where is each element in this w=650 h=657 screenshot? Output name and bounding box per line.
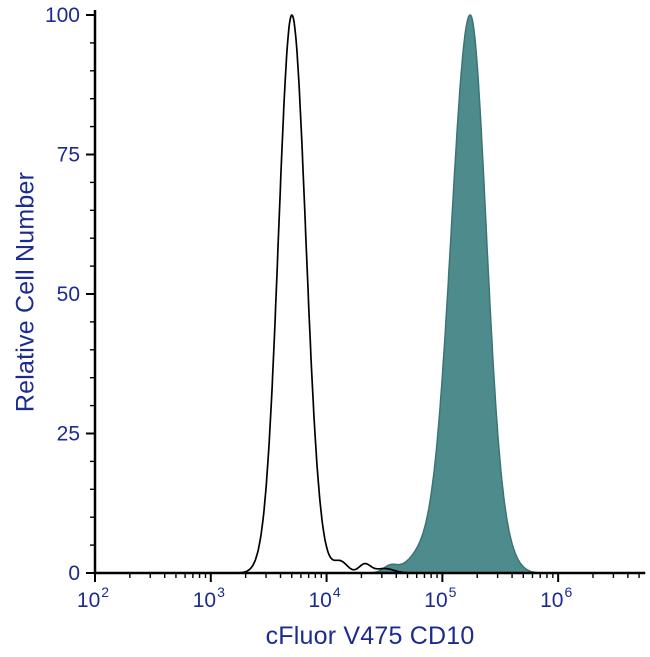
- x-tick-label: 104: [309, 584, 341, 612]
- x-tick-label: 106: [540, 584, 572, 612]
- x-tick-label: 102: [77, 584, 109, 612]
- axis-ticks: [86, 14, 640, 582]
- y-tick-label: 0: [68, 562, 80, 585]
- x-tick-label: 103: [193, 584, 225, 612]
- x-axis-label: cFluor V475 CD10: [265, 622, 475, 650]
- histogram-series: [94, 14, 646, 574]
- axes: [93, 10, 645, 575]
- y-tick-label: 50: [57, 283, 80, 306]
- x-tick-label: 105: [424, 584, 456, 612]
- y-tick-label: 75: [57, 144, 80, 167]
- y-axis-label: Relative Cell Number: [11, 171, 40, 413]
- tick-labels: 0 25 50 75 100 102 103 104 105 106: [45, 4, 572, 612]
- y-tick-label: 25: [57, 423, 80, 446]
- filled-histogram-cd10-stained: [94, 14, 646, 574]
- y-tick-label: 100: [45, 4, 80, 27]
- open-histogram-negative-control: [94, 14, 646, 574]
